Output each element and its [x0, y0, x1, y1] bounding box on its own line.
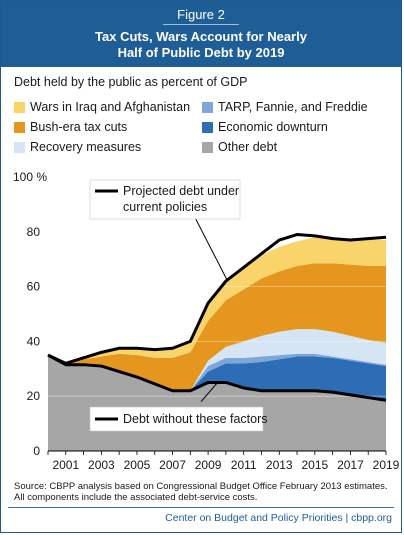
figure-header: Figure 2 Tax Cuts, Wars Account for Near… [1, 1, 401, 67]
x-tick-label-2019: 2019 [373, 458, 400, 472]
chart-title-line-2: Half of Public Debt by 2019 [117, 45, 285, 60]
x-tick-label-2009: 2009 [195, 458, 222, 472]
legend-swatch-other [202, 141, 213, 153]
legend-label-other: Other debt [218, 140, 278, 154]
legend-label-recovery: Recovery measures [30, 140, 142, 154]
legend-item-downturn: Economic downturn [202, 120, 328, 134]
y-tick-label-100: 100 % [13, 170, 47, 184]
area-wars-in-iraq-and-afghanistan [48, 237, 386, 364]
gridlines [48, 176, 386, 397]
legend-item-recovery: Recovery measures [14, 140, 141, 154]
footer-divider [8, 507, 394, 508]
projected-leader-line [193, 215, 229, 282]
legend-item-tarp: TARP, Fannie, and Freddie [202, 100, 368, 114]
projected-callout-box [89, 179, 241, 220]
chart-title-line-1: Tax Cuts, Wars Account for Nearly [95, 29, 307, 44]
y-tick-label-80: 80 [27, 225, 41, 239]
legend-item-other: Other debt [202, 140, 277, 154]
annotations: Projected debt under current policies Debt… [89, 179, 268, 432]
source-note-2: All components include the associated de… [14, 492, 258, 503]
y-tick-label-60: 60 [27, 280, 41, 294]
legend-label-downturn: Economic downturn [218, 120, 328, 134]
legend-item-wars: Wars in Iraq and Afghanistan [14, 100, 190, 114]
x-tick-label-2001: 2001 [52, 458, 79, 472]
x-tick-label-2011: 2011 [231, 458, 257, 472]
projected-callout-text-2: current policies [123, 200, 207, 214]
x-tick-label-2005: 2005 [124, 458, 151, 472]
chart-subtitle: Debt held by the public as percent of GD… [14, 75, 248, 89]
y-tick-label-20: 20 [27, 389, 41, 403]
footer-credit: Center on Budget and Policy Priorities |… [165, 512, 392, 524]
legend-swatch-tarp [202, 101, 213, 113]
projected-callout-text-1: Projected debt under [123, 184, 239, 198]
y-tick-label-0: 0 [33, 444, 40, 458]
source-note: Source: CBPP analysis based on Congressi… [14, 481, 388, 492]
line-projected-debt-under-current-policies [47, 233, 387, 365]
legend-label-tarp: TARP, Fannie, and Freddie [218, 100, 368, 114]
x-tick-label-2017: 2017 [337, 458, 364, 472]
axes: 2001 2003 2005 2007 2009 2011 2013 2015 2017 2019… [13, 170, 400, 472]
area-bush-era-tax-cuts [48, 263, 386, 391]
area-recovery-measures [48, 329, 386, 391]
area-economic-downturn [48, 355, 386, 401]
legend-label-tax-cuts: Bush-era tax cuts [30, 120, 128, 134]
legend-swatch-recovery [14, 141, 25, 153]
x-tick-label-2013: 2013 [266, 458, 293, 472]
legend-swatch-tax-cuts [14, 121, 25, 133]
without-callout-text: Debt without these factors [123, 412, 268, 426]
x-tick-label-2015: 2015 [301, 458, 328, 472]
legend-swatch-wars [14, 101, 25, 113]
without-callout-box [89, 406, 264, 432]
x-tick-label-2007: 2007 [159, 458, 186, 472]
legend-item-tax-cuts: Bush-era tax cuts [14, 120, 127, 134]
figure-label: Figure 2 [163, 6, 239, 25]
legend-label-wars: Wars in Iraq and Afghanistan [30, 100, 191, 114]
without-leader-line [200, 380, 220, 403]
legend-swatch-downturn [202, 121, 213, 133]
y-tick-label-40: 40 [27, 334, 41, 348]
x-tick-label-2003: 2003 [88, 458, 115, 472]
